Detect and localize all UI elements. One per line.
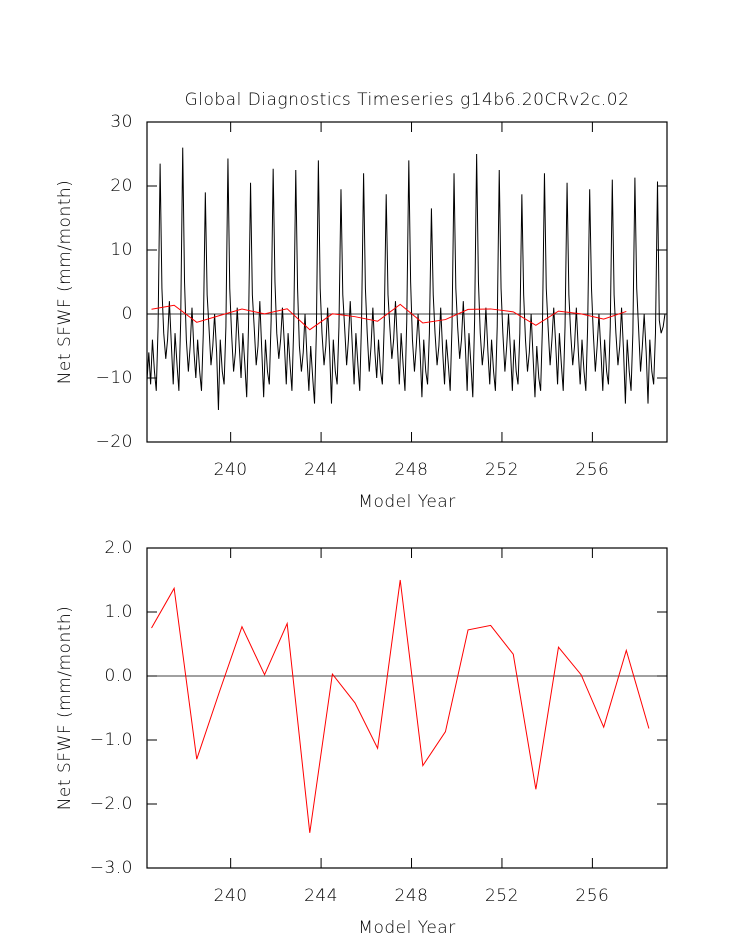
y-tick-label: −3.0 (90, 858, 133, 878)
x-tick-label: 240 (214, 886, 248, 906)
panel: Model Year Net SFWF (mm/month) −3.0 −2.0 −1.… (55, 538, 668, 938)
data-line (147, 147, 666, 411)
y-tick-label: 30 (110, 112, 133, 132)
x-tick-label: 248 (395, 460, 429, 480)
y-tick-label: 0.0 (104, 666, 133, 686)
chart-title: Global Diagnostics Timeseries g14b6.20CR… (185, 90, 630, 110)
plot-frame (146, 121, 668, 443)
y-tick-label: 20 (110, 176, 133, 196)
y-tick-label: −20 (96, 432, 133, 452)
x-tick-label: 252 (485, 460, 519, 480)
x-tick-label: 244 (304, 460, 338, 480)
y-tick-label: −1.0 (90, 730, 133, 750)
y-tick-label: 2.0 (104, 538, 133, 558)
x-axis-label: Model Year (358, 918, 455, 938)
data-line (151, 303, 627, 331)
plot-frame (146, 547, 668, 869)
x-axis-label: Model Year (358, 492, 455, 512)
x-tick-label: 252 (485, 886, 519, 906)
x-tick-label: 248 (395, 886, 429, 906)
y-tick-label: −10 (96, 368, 133, 388)
y-axis-label: Net SFWF (mm/month) (55, 180, 75, 385)
x-tick-label: 244 (304, 886, 338, 906)
x-tick-label: 256 (575, 886, 609, 906)
y-tick-label: 0 (122, 304, 133, 324)
x-tick-label: 256 (575, 460, 609, 480)
y-tick-label: 1.0 (104, 602, 133, 622)
data-line (151, 579, 650, 833)
y-tick-label: −2.0 (90, 794, 133, 814)
x-tick-label: 240 (214, 460, 248, 480)
y-tick-label: 10 (110, 240, 133, 260)
y-axis-label: Net SFWF (mm/month) (55, 606, 75, 811)
panel: Global Diagnostics Timeseries g14b6.20CR… (55, 90, 668, 512)
